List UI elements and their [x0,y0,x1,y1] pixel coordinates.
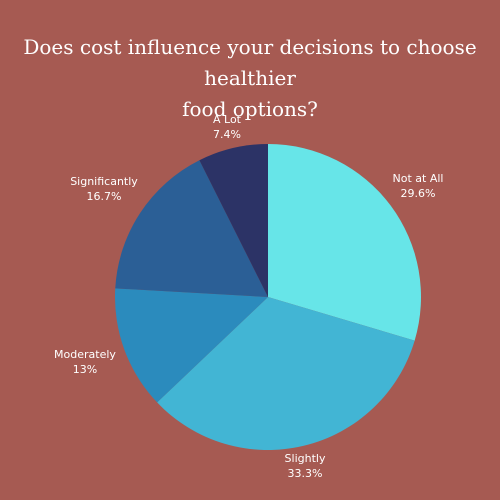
chart-title-line-1: Does cost influence your decisions to ch… [23,35,477,90]
slice-label-significantly: Significantly [70,175,138,188]
pie-slices [115,144,421,451]
slice-value-not-at-all: 29.6% [401,187,436,200]
slice-label-a-lot: A Lot [213,113,242,126]
slice-value-moderately: 13% [73,363,97,376]
slice-label-moderately: Moderately [54,348,116,361]
slice-label-not-at-all: Not at All [393,172,444,185]
pie-slice-not-at-all [268,144,421,341]
chart-title: Does cost influence your decisions to ch… [10,32,490,125]
slice-value-significantly: 16.7% [87,190,122,203]
slice-value-slightly: 33.3% [288,467,323,480]
pie-slice-a-lot [199,144,268,297]
slice-label-slightly: Slightly [285,452,326,465]
chart-title-line-2: food options? [182,97,318,121]
pie-slice-significantly [115,160,268,297]
pie-slice-slightly [157,297,415,451]
pie-labels: Not at All 29.6% Slightly 33.3% Moderately 13… [54,113,443,480]
pie-slice-moderately [115,288,269,403]
slice-value-a-lot: 7.4% [213,128,241,141]
